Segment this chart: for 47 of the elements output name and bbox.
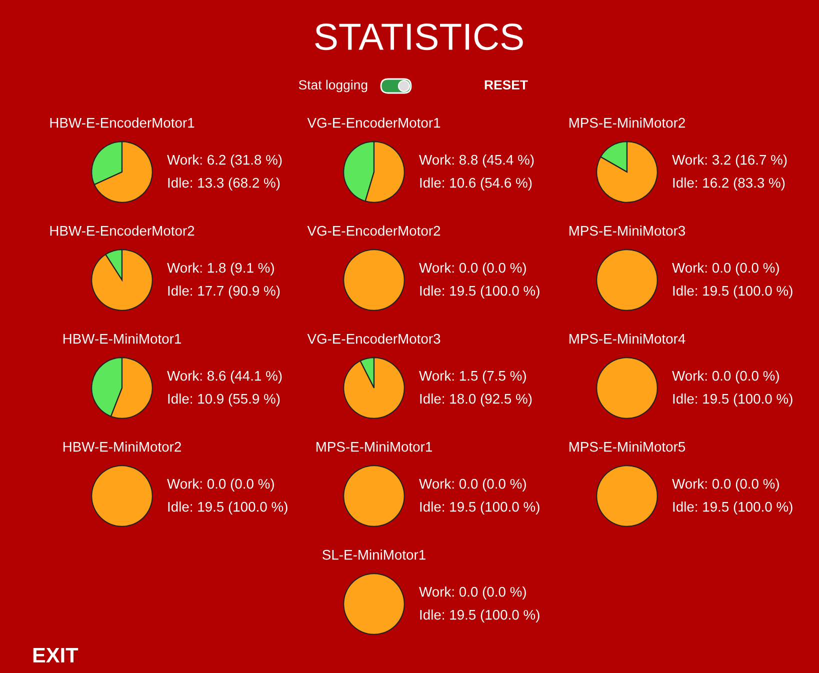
text: Idle: 19.5 (100.0 %) xyxy=(168,502,288,514)
chart-title: MPS-E-MiniMotor1 xyxy=(316,442,432,452)
pie-slice xyxy=(596,141,658,203)
text: Idle: 19.5 (100.0 %) xyxy=(420,286,540,298)
text: Work: 0.0 (0.0 %) xyxy=(672,478,779,492)
text: Idle: 19.5 (100.0 %) xyxy=(673,502,792,514)
chart-title: MPS-E-MiniMotor3 xyxy=(569,226,686,236)
text: Work: 0.0 (0.0 %) xyxy=(419,478,526,492)
chart-title: VG-E-EncoderMotor2 xyxy=(307,226,440,236)
chart-title: VG-E-EncoderMotor1 xyxy=(307,118,440,128)
text: Work: 8.6 (44.1 %) xyxy=(167,370,282,384)
text: Work: 8.8 (45.4 %) xyxy=(419,154,534,168)
text: Idle: 16.2 (83.3 %) xyxy=(673,178,785,190)
pie-slice xyxy=(343,357,405,419)
text: Idle: 10.9 (55.9 %) xyxy=(168,394,280,406)
chart-title: MPS-E-MiniMotor5 xyxy=(569,442,686,452)
text: EXIT xyxy=(33,648,78,662)
pie-slice xyxy=(94,141,153,203)
text: Work: 0.0 (0.0 %) xyxy=(167,478,274,492)
text: Idle: 18.0 (92.5 %) xyxy=(420,394,532,406)
text: Idle: 10.6 (54.6 %) xyxy=(420,178,532,190)
text: Idle: 19.5 (100.0 %) xyxy=(673,394,792,406)
text: Idle: 19.5 (100.0 %) xyxy=(673,286,792,298)
chart-title: HBW-E-MiniMotor1 xyxy=(63,334,182,344)
text: Work: 1.8 (9.1 %) xyxy=(167,262,274,276)
chart-title: HBW-E-MiniMotor2 xyxy=(63,442,181,452)
text: Work: 3.2 (16.7 %) xyxy=(672,154,787,168)
chart-title: SL-E-MiniMotor1 xyxy=(322,550,426,560)
text: Idle: 19.5 (100.0 %) xyxy=(420,610,540,622)
text: Work: 6.2 (31.8 %) xyxy=(167,154,282,168)
text: Stat logging xyxy=(298,80,368,92)
chart-title: MPS-E-MiniMotor2 xyxy=(569,118,685,128)
text: Idle: 17.7 (90.9 %) xyxy=(168,286,280,298)
chart-title: HBW-E-EncoderMotor1 xyxy=(50,118,194,128)
text: RESET xyxy=(484,80,528,90)
chart-title: MPS-E-MiniMotor4 xyxy=(569,334,686,344)
text: Idle: 19.5 (100.0 %) xyxy=(420,502,540,514)
text: Work: 1.5 (7.5 %) xyxy=(419,370,526,384)
chart-title: HBW-E-EncoderMotor2 xyxy=(50,226,194,236)
pie-slice xyxy=(91,249,153,311)
text: STATISTICS xyxy=(315,24,523,50)
chart-title: VG-E-EncoderMotor3 xyxy=(307,334,440,344)
text: Work: 0.0 (0.0 %) xyxy=(419,262,526,276)
text: Idle: 13.3 (68.2 %) xyxy=(168,178,280,190)
text: Work: 0.0 (0.0 %) xyxy=(672,262,779,276)
text: Work: 0.0 (0.0 %) xyxy=(672,370,779,384)
text: Work: 0.0 (0.0 %) xyxy=(419,586,526,600)
